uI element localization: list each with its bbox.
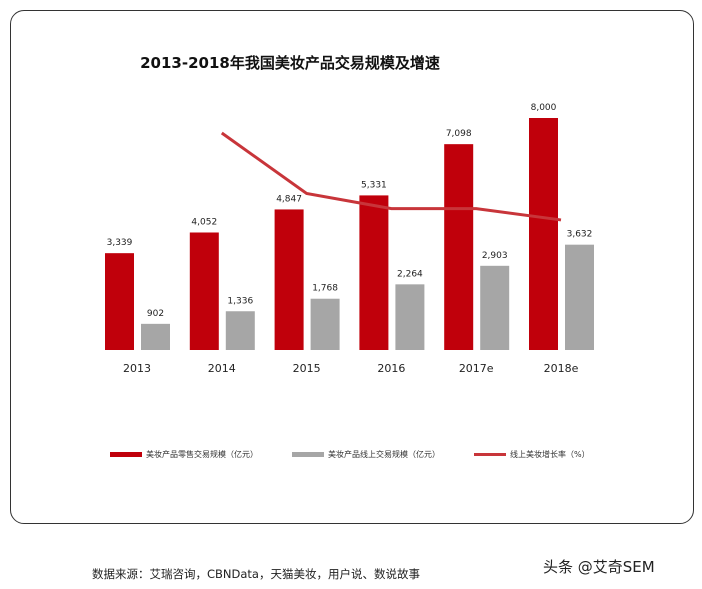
bar-value-label: 1,336 — [227, 296, 253, 306]
retail-bar — [189, 232, 219, 350]
growth-rate-line — [220, 131, 562, 222]
legend-item-growth: 线上美妆增长率（%） — [474, 449, 590, 460]
legend-item-online: 美妆产品线上交易规模（亿元） — [292, 449, 440, 460]
brand-watermark: 头条 @艾奇SEM — [543, 558, 655, 576]
chart-title: 2013-2018年我国美妆产品交易规模及增速 — [140, 54, 440, 72]
online-bar — [565, 244, 594, 350]
bar-value-label: 8,000 — [531, 103, 557, 113]
x-tick-label: 2018e — [544, 362, 579, 375]
legend-item-retail: 美妆产品零售交易规模（亿元） — [110, 449, 258, 460]
bar-value-label: 4,052 — [191, 217, 217, 227]
bar-value-label: 2,903 — [482, 251, 508, 261]
retail-bar — [105, 253, 134, 350]
online-bar — [395, 284, 425, 350]
bar-value-label: 3,632 — [567, 230, 593, 240]
legend-label: 美妆产品零售交易规模（亿元） — [146, 450, 258, 459]
bar-value-label: 3,339 — [107, 238, 133, 248]
x-tick-label: 2016 — [377, 362, 405, 375]
bar-value-label: 2,264 — [397, 269, 423, 279]
bar-value-label: 7,098 — [446, 129, 472, 139]
legend-swatch — [292, 452, 324, 457]
x-tick-label: 2017e — [459, 362, 494, 375]
bar-value-label: 1,768 — [312, 284, 338, 294]
bar-value-label: 4,847 — [276, 194, 302, 204]
legend-swatch — [110, 452, 142, 457]
online-bar — [225, 311, 255, 350]
legend-swatch — [474, 453, 506, 456]
source-note: 数据来源：艾瑞咨询，CBNData，天猫美妆，用户说、数说故事 — [92, 567, 420, 581]
retail-bar — [444, 144, 474, 350]
legend-label: 线上美妆增长率（%） — [510, 450, 590, 459]
x-tick-label: 2013 — [123, 362, 151, 375]
online-bar — [141, 323, 170, 350]
bar-value-label: 902 — [147, 309, 164, 319]
retail-bar — [359, 195, 389, 350]
x-tick-label: 2014 — [208, 362, 236, 375]
retail-bar — [529, 118, 558, 350]
online-bar — [310, 298, 340, 350]
x-tick-label: 2015 — [293, 362, 321, 375]
bar-value-label: 5,331 — [361, 180, 387, 190]
legend-label: 美妆产品线上交易规模（亿元） — [328, 450, 440, 459]
retail-bar — [274, 209, 304, 350]
online-bar — [480, 265, 510, 350]
